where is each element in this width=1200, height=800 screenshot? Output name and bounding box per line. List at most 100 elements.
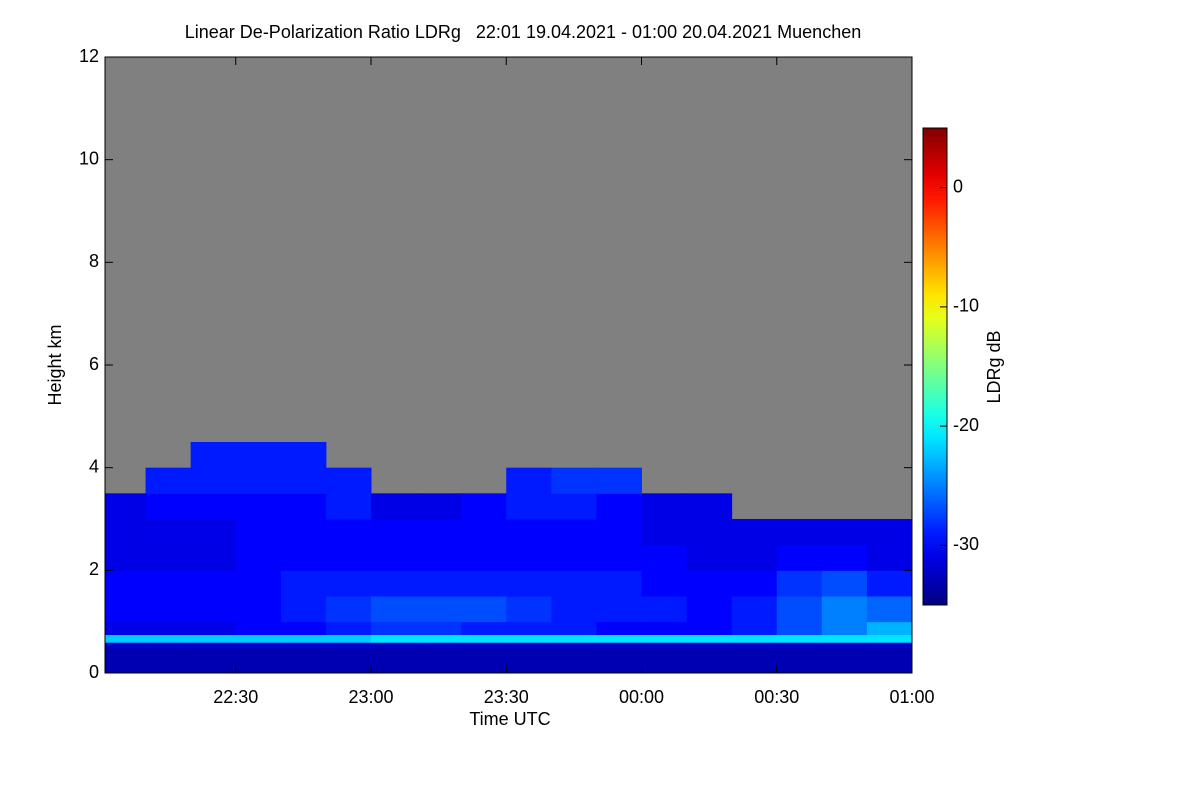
heatmap-cell: [370, 621, 417, 635]
heatmap-cell: [461, 596, 507, 623]
heatmap-cell: [821, 570, 868, 597]
heatmap-cell: [416, 647, 462, 674]
heatmap-cell: [731, 519, 778, 546]
heatmap-cell: [105, 519, 147, 546]
heatmap-cell: [596, 493, 642, 520]
heatmap-cell: [280, 634, 327, 643]
y-tick-label: 8: [89, 251, 99, 271]
heatmap-cell: [461, 642, 507, 648]
heatmap-cell: [551, 647, 597, 674]
heatmap-cell: [866, 519, 913, 546]
heatmap-cell: [461, 570, 507, 597]
heatmap-cell: [235, 634, 282, 643]
heatmap-cell: [280, 544, 327, 571]
heatmap-cell: [416, 493, 462, 520]
heatmap-cell: [596, 621, 642, 635]
heatmap-cell: [145, 519, 192, 546]
heatmap-cell: [686, 642, 733, 648]
colorbar-tick-label: -20: [953, 415, 979, 435]
heatmap-cell: [506, 467, 552, 494]
heatmap-cell: [506, 544, 552, 571]
heatmap-cell: [416, 621, 462, 635]
heatmap-cell: [506, 596, 552, 623]
heatmap-cell: [416, 544, 462, 571]
heatmap-cell: [370, 634, 417, 643]
heatmap-cell: [280, 519, 327, 546]
heatmap-cell: [596, 634, 642, 643]
heatmap-cell: [731, 596, 778, 623]
heatmap-cell: [821, 621, 868, 635]
heatmap-cell: [731, 621, 778, 635]
heatmap-cell: [776, 596, 823, 623]
heatmap-cell: [370, 493, 417, 520]
heatmap-cell: [641, 519, 688, 546]
heatmap-cell: [145, 493, 192, 520]
heatmap-cell: [461, 493, 507, 520]
heatmap-cell: [866, 621, 913, 635]
y-tick-label: 2: [89, 559, 99, 579]
colorbar: [922, 127, 948, 606]
x-tick-label: 01:00: [889, 687, 934, 707]
heatmap-cell: [866, 647, 913, 674]
y-axis-label: Height km: [45, 324, 65, 405]
heatmap-cell: [235, 493, 282, 520]
heatmap-cell: [821, 519, 868, 546]
heatmap-cell: [686, 519, 733, 546]
heatmap-cell: [190, 493, 237, 520]
heatmap-cell: [190, 442, 237, 469]
heatmap-cell: [551, 467, 597, 494]
heatmap-cell: [105, 647, 147, 674]
heatmap-cell: [280, 621, 327, 635]
heatmap-cell: [461, 621, 507, 635]
heatmap-cell: [731, 570, 778, 597]
heatmap-cell: [686, 544, 733, 571]
heatmap-cell: [506, 647, 552, 674]
heatmap-cell: [686, 493, 733, 520]
y-tick-label: 0: [89, 662, 99, 682]
x-axis-label: Time UTC: [469, 709, 550, 729]
heatmap-cell: [280, 467, 327, 494]
heatmap-cell: [370, 596, 417, 623]
colorbar-tick-label: -10: [953, 296, 979, 316]
heatmap-cell: [551, 596, 597, 623]
y-tick-label: 6: [89, 354, 99, 374]
x-tick-label: 23:00: [348, 687, 393, 707]
heatmap-cell: [551, 519, 597, 546]
heatmap-cell: [551, 493, 597, 520]
heatmap-cell: [145, 467, 192, 494]
heatmap-cell: [145, 634, 192, 643]
heatmap-cell: [641, 596, 688, 623]
heatmap-cell: [190, 642, 237, 648]
heatmap-cell: [190, 647, 237, 674]
heatmap-cell: [821, 596, 868, 623]
heatmap-cell: [641, 544, 688, 571]
heatmap-cell: [235, 467, 282, 494]
heatmap-cell: [506, 493, 552, 520]
heatmap-cell: [105, 596, 147, 623]
heatmap-cell: [506, 621, 552, 635]
heatmap-cell: [235, 544, 282, 571]
heatmap-cell: [461, 634, 507, 643]
heatmap-cell: [190, 621, 237, 635]
y-tick-label: 4: [89, 456, 99, 476]
heatmap-cell: [866, 544, 913, 571]
heatmap-cell: [370, 519, 417, 546]
heatmap-cell: [551, 642, 597, 648]
heatmap-cell: [235, 596, 282, 623]
heatmap-cell: [280, 570, 327, 597]
heatmap-cell: [145, 570, 192, 597]
heatmap-cell: [370, 642, 417, 648]
heatmap-cell: [105, 570, 147, 597]
y-tick-label: 10: [79, 148, 99, 168]
chart-title: Linear De-Polarization Ratio LDRg 22:01 …: [185, 22, 861, 42]
heatmap-cell: [370, 647, 417, 674]
heatmap-cell: [325, 634, 372, 643]
heatmap-cell: [416, 634, 462, 643]
heatmap-cell: [686, 647, 733, 674]
heatmap-cell: [461, 544, 507, 571]
heatmap-cell: [686, 570, 733, 597]
heatmap-cell: [776, 642, 823, 648]
heatmap-cell: [105, 621, 147, 635]
heatmap-cell: [596, 467, 642, 494]
heatmap-cell: [235, 570, 282, 597]
